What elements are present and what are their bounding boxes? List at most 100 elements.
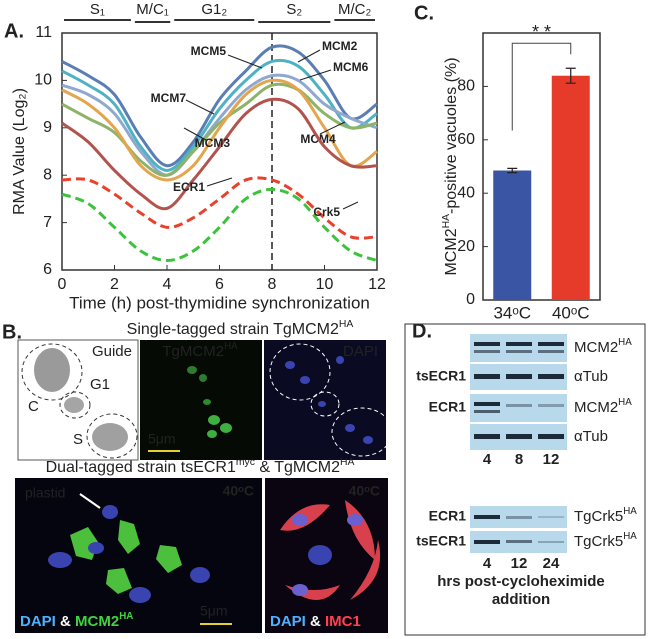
superscript: myc bbox=[236, 457, 255, 468]
channel-label: DAPI & IMC1 bbox=[270, 613, 361, 630]
guide-label: Guide bbox=[92, 343, 132, 360]
superscript: HA bbox=[623, 506, 637, 517]
phase-label: G1₂ bbox=[201, 1, 227, 18]
leader-line bbox=[206, 177, 233, 187]
phase-label: M/C₁ bbox=[136, 1, 169, 18]
x-tick-label: 2 bbox=[110, 276, 119, 293]
text-part: & bbox=[306, 613, 325, 630]
text-part: & bbox=[56, 613, 75, 630]
leader-line bbox=[342, 201, 359, 210]
series-line bbox=[61, 44, 378, 168]
western-blots bbox=[470, 334, 567, 553]
x-tick-label: 40ᵒC bbox=[552, 303, 590, 322]
strain-label: ECR1 bbox=[429, 508, 467, 524]
imc1-image bbox=[265, 478, 388, 633]
text-part: & TgMCM2 bbox=[255, 459, 340, 476]
guide-image bbox=[17, 339, 139, 461]
error-bar bbox=[507, 167, 518, 174]
panel-label: D. bbox=[412, 320, 432, 342]
x-tick-label: 8 bbox=[268, 276, 277, 293]
phase-label: S₂ bbox=[286, 1, 302, 18]
y-tick-label: 11 bbox=[35, 24, 52, 41]
plot-frame bbox=[482, 32, 601, 301]
series-line bbox=[61, 176, 378, 240]
text-part: MCM2 bbox=[443, 228, 460, 275]
time-label: 12 bbox=[511, 555, 528, 572]
caption: hrs post-cycloheximide bbox=[437, 573, 605, 590]
temperature: 40ᵒC bbox=[349, 483, 380, 499]
error-bar bbox=[565, 67, 576, 84]
scale-label: 5μm bbox=[148, 431, 176, 447]
text-part: αTub bbox=[574, 368, 608, 385]
leader-line bbox=[299, 69, 332, 81]
superscript: HA bbox=[618, 397, 632, 408]
dapi-image bbox=[264, 340, 393, 460]
series-label: MCM2 bbox=[322, 39, 358, 53]
series-label: MCM5 bbox=[191, 44, 227, 58]
panel-b-title: Single-tagged strain TgMCM2HA bbox=[127, 319, 354, 338]
series-label: MCM7 bbox=[151, 91, 187, 105]
y-axis-label: MCM2HA-positive vacuoles (%) bbox=[441, 57, 460, 275]
y-tick-label: 20 bbox=[457, 238, 475, 255]
temperature: 40ᵒC bbox=[223, 483, 254, 499]
text-part: Single-tagged strain TgMCM2 bbox=[127, 321, 339, 338]
strain-label: tsECR1 bbox=[416, 533, 466, 549]
series-line bbox=[61, 82, 378, 177]
superscript: HA bbox=[339, 319, 354, 330]
stage-label: C bbox=[28, 398, 39, 415]
text-part: -positive vacuoles (%) bbox=[443, 57, 460, 214]
leader-line bbox=[227, 54, 263, 69]
y-tick-label: 8 bbox=[43, 166, 52, 183]
caption: addition bbox=[492, 591, 550, 608]
plastid-label: plastid bbox=[25, 485, 65, 501]
leader-line bbox=[319, 121, 346, 135]
superscript: HA bbox=[623, 531, 637, 542]
mcm2-image bbox=[140, 340, 262, 460]
scale-label: 5μm bbox=[200, 603, 228, 619]
panel-label: A. bbox=[4, 20, 24, 42]
significance: * * bbox=[532, 22, 551, 42]
significance-bracket bbox=[511, 42, 572, 131]
phase-label: S₁ bbox=[90, 1, 105, 18]
text-part: MCM2 bbox=[574, 339, 618, 356]
x-tick-label: 12 bbox=[368, 276, 386, 293]
strain-label: tsECR1 bbox=[416, 368, 466, 384]
series-line bbox=[61, 97, 378, 211]
blot-label: MCM2HA bbox=[574, 337, 632, 356]
leader-line bbox=[297, 49, 321, 63]
leader-line bbox=[183, 127, 207, 141]
series-line bbox=[61, 78, 378, 182]
channel-label: TgMCM2HA bbox=[162, 341, 238, 360]
x-tick-label: 6 bbox=[215, 276, 224, 293]
y-tick-label: 40 bbox=[457, 184, 475, 201]
time-label: 12 bbox=[543, 451, 560, 468]
panel-label: C. bbox=[414, 2, 434, 24]
superscript: HA bbox=[340, 457, 355, 468]
x-tick-label: 10 bbox=[316, 276, 334, 293]
superscript: HA bbox=[618, 337, 632, 348]
series-label: MCM3 bbox=[195, 136, 231, 150]
bar bbox=[493, 170, 532, 300]
arrow bbox=[79, 493, 101, 509]
superscript: HA bbox=[119, 611, 133, 622]
text-part: TgCrk5 bbox=[574, 533, 623, 550]
y-axis-label: RMA Value (Log₂) bbox=[11, 88, 28, 215]
stage-label: S bbox=[73, 431, 83, 448]
series-label: Crk5 bbox=[313, 205, 340, 219]
text-part: IMC1 bbox=[325, 613, 361, 630]
panel-d-frame bbox=[404, 323, 646, 636]
series-line bbox=[61, 187, 378, 263]
blot-label: TgCrk5HA bbox=[574, 506, 637, 525]
stage-label: G1 bbox=[90, 376, 110, 393]
blot-label: αTub bbox=[574, 428, 608, 445]
strain-label: ECR1 bbox=[429, 399, 467, 415]
series-label: ECR1 bbox=[173, 180, 205, 194]
text-part: TgMCM2 bbox=[162, 343, 224, 360]
text-part: αTub bbox=[574, 428, 608, 445]
panel-label: B. bbox=[2, 321, 22, 343]
time-label: 24 bbox=[543, 555, 560, 572]
text-part: MCM2 bbox=[574, 399, 618, 416]
leader-line bbox=[185, 99, 215, 115]
merge-image bbox=[15, 478, 262, 633]
y-tick-label: 60 bbox=[457, 131, 475, 148]
